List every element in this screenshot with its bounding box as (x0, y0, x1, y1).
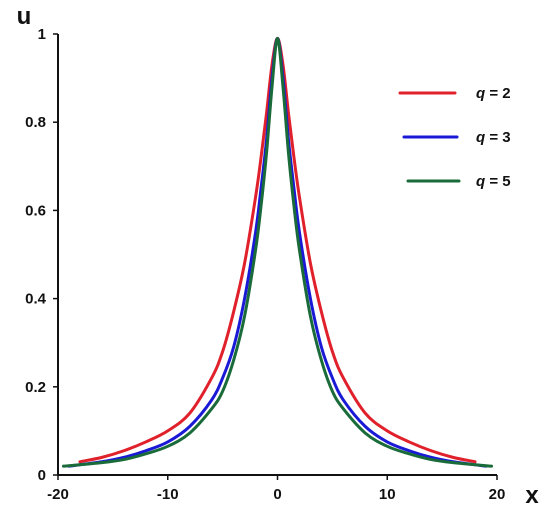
y-tick-label: 0.2 (25, 379, 46, 396)
x-tick-label: -10 (157, 486, 179, 503)
y-tick-label: 0.4 (25, 291, 47, 308)
axes (57, 34, 497, 476)
y-tick-label: 0 (38, 467, 46, 484)
series-line-2 (67, 36, 488, 468)
legend-label-1: q = 2 (476, 85, 511, 102)
series-lines (61, 36, 494, 468)
x-tick-label: 20 (489, 486, 506, 503)
y-tick-label: 1 (38, 26, 46, 43)
legend: q = 2 q = 3 q = 5 (398, 85, 511, 190)
series-line-3 (61, 36, 494, 468)
x-tick-label: 0 (273, 486, 281, 503)
legend-label-2: q = 3 (476, 129, 511, 146)
x-tick-label: -20 (47, 486, 69, 503)
y-axis-label: u (17, 3, 32, 30)
ticks: -20 -10 0 10 20 0 0.2 0.4 0.6 0.8 1 (25, 26, 505, 503)
y-tick-label: 0.6 (25, 202, 46, 219)
x-tick-label: 10 (379, 486, 396, 503)
x-axis-label: x (525, 482, 539, 509)
series-line-1 (78, 36, 477, 464)
legend-label-3: q = 5 (476, 173, 511, 190)
y-tick-label: 0.8 (25, 114, 46, 131)
